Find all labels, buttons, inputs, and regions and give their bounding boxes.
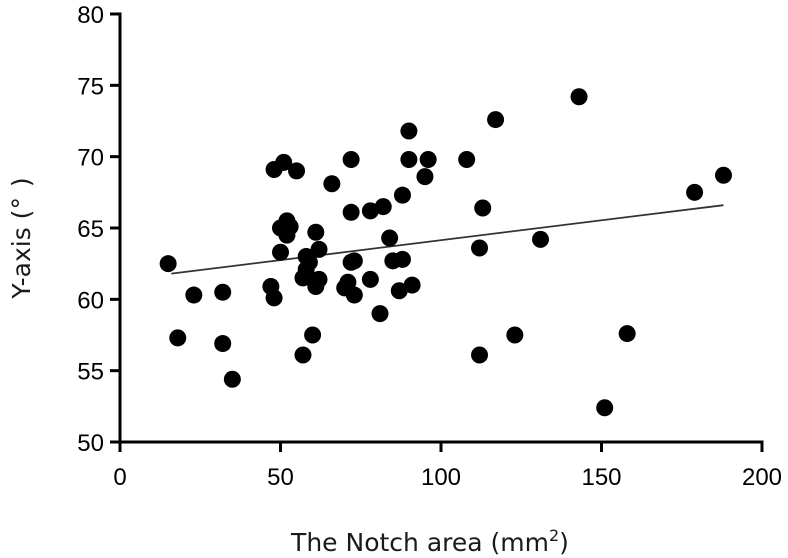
- trendline-group: [171, 204, 724, 275]
- x-axis-title-superscript: 2: [549, 526, 559, 545]
- data-point: [393, 186, 411, 204]
- y-tick-label: 55: [77, 359, 104, 386]
- data-point: [159, 255, 177, 273]
- data-point: [223, 370, 241, 388]
- x-tick-label: 200: [742, 464, 782, 491]
- data-point: [390, 282, 408, 300]
- y-tick-label: 50: [77, 430, 104, 457]
- data-point: [214, 335, 232, 353]
- data-point: [272, 243, 289, 261]
- data-point: [345, 252, 363, 270]
- data-point: [300, 253, 318, 271]
- data-point: [169, 329, 187, 347]
- data-point: [416, 168, 434, 186]
- x-tick-label: 50: [267, 464, 294, 491]
- data-point: [288, 162, 306, 180]
- data-points: [159, 88, 732, 417]
- data-point: [310, 240, 328, 258]
- data-point: [294, 346, 312, 364]
- data-point: [361, 270, 379, 288]
- data-point: [214, 283, 232, 301]
- data-point: [400, 151, 418, 169]
- data-point: [400, 122, 418, 140]
- data-point: [458, 151, 476, 169]
- data-point: [361, 202, 379, 220]
- axes: [118, 12, 764, 444]
- data-point: [618, 325, 636, 343]
- data-point: [304, 326, 322, 344]
- y-axis-title: Y-axis (° ): [7, 177, 36, 299]
- data-point: [381, 229, 399, 247]
- data-point: [342, 151, 360, 169]
- data-point: [307, 223, 325, 241]
- data-point: [374, 198, 392, 216]
- data-point: [323, 175, 341, 193]
- x-axis-ticks: 0 50 100 150 200: [113, 442, 782, 491]
- y-tick-label: 80: [77, 2, 104, 29]
- data-point: [342, 203, 360, 221]
- data-point: [487, 111, 505, 129]
- data-point: [403, 276, 421, 294]
- y-tick-label: 70: [77, 145, 104, 172]
- y-tick-label: 75: [77, 73, 104, 100]
- data-point: [506, 326, 524, 344]
- data-point: [419, 151, 437, 169]
- y-tick-label: 65: [77, 216, 104, 243]
- data-point: [185, 286, 203, 304]
- data-point: [471, 239, 489, 257]
- data-point: [345, 286, 363, 304]
- data-point: [714, 166, 732, 184]
- data-point: [371, 305, 389, 323]
- y-tick-label: 60: [77, 287, 104, 314]
- x-tick-label: 150: [581, 464, 621, 491]
- data-point: [339, 273, 357, 291]
- y-axis-ticks: 50 55 60 65 70 75 80: [77, 2, 120, 457]
- data-point: [281, 218, 299, 236]
- data-point: [275, 153, 293, 171]
- data-point: [471, 346, 489, 364]
- data-point: [474, 199, 492, 217]
- x-tick-label: 0: [113, 464, 126, 491]
- x-tick-label: 100: [421, 464, 461, 491]
- data-point: [532, 230, 550, 248]
- x-axis-title: The Notch area (mm2): [290, 526, 569, 557]
- data-point: [686, 183, 704, 201]
- data-point: [265, 289, 283, 307]
- data-point: [393, 250, 411, 268]
- trendline: [171, 204, 724, 275]
- data-point: [596, 399, 614, 417]
- data-point: [310, 270, 328, 288]
- data-point: [570, 88, 588, 106]
